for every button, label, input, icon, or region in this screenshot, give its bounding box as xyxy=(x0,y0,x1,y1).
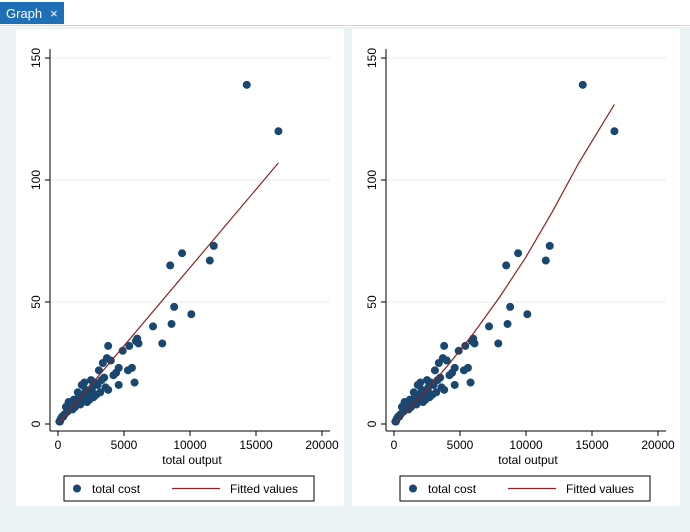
x-tick-label: 15000 xyxy=(575,438,609,452)
data-point xyxy=(187,310,196,319)
chart-panel-1: 0 50 100 150 0 5000 10000 15000 20000 total outpu… xyxy=(16,29,344,506)
data-point xyxy=(470,339,479,348)
data-point xyxy=(419,398,428,407)
data-point xyxy=(98,359,107,367)
data-point xyxy=(209,241,218,250)
tab-graph[interactable]: Graph × xyxy=(0,2,64,24)
data-point xyxy=(523,310,532,319)
data-point xyxy=(134,339,143,348)
data-point xyxy=(109,371,118,380)
tab-label: Graph xyxy=(6,5,43,21)
x-tick-label: 5000 xyxy=(447,438,474,452)
fitted-line xyxy=(57,162,279,425)
data-point xyxy=(436,373,445,382)
data-point xyxy=(100,373,109,382)
data-point xyxy=(502,261,511,270)
x-tick-label: 15000 xyxy=(239,438,273,452)
data-point xyxy=(445,371,454,380)
x-tick-label: 5000 xyxy=(111,438,138,452)
data-point xyxy=(391,417,400,426)
data-point xyxy=(442,356,451,365)
y-tick-label: 150 xyxy=(29,48,43,68)
data-point xyxy=(130,378,139,387)
data-point xyxy=(514,249,523,258)
data-point xyxy=(503,319,512,328)
data-point xyxy=(397,402,406,411)
legend-label-total-cost: total cost xyxy=(428,482,477,496)
x-tick-label: 10000 xyxy=(173,438,207,452)
x-axis-title: total output xyxy=(162,453,222,467)
data-point xyxy=(432,388,441,397)
y-tick-label: 0 xyxy=(365,420,379,427)
y-tick-label: 0 xyxy=(29,420,43,427)
data-point xyxy=(578,80,587,89)
x-tick-label: 20000 xyxy=(305,438,339,452)
data-point xyxy=(88,388,97,397)
y-tick-label: 50 xyxy=(29,295,43,309)
data-point xyxy=(166,261,175,270)
data-point xyxy=(167,319,176,328)
data-point xyxy=(178,249,187,258)
data-point xyxy=(506,302,515,311)
data-point xyxy=(114,380,123,389)
data-point xyxy=(430,366,439,375)
close-icon[interactable]: × xyxy=(50,5,58,21)
data-point xyxy=(434,359,443,367)
data-point xyxy=(541,256,550,265)
data-point xyxy=(96,388,105,397)
panel-background xyxy=(16,29,344,506)
data-point xyxy=(440,341,449,350)
data-point xyxy=(149,322,158,331)
x-tick-label: 0 xyxy=(55,438,62,452)
data-point xyxy=(205,256,214,265)
x-tick-label: 20000 xyxy=(641,438,675,452)
panel-background xyxy=(352,29,680,506)
data-point xyxy=(83,398,92,407)
data-point xyxy=(610,127,619,136)
data-point xyxy=(459,366,468,375)
data-point xyxy=(274,127,283,136)
legend-label-fitted-values: Fitted values xyxy=(230,482,298,496)
tab-bar: Graph × xyxy=(0,0,690,26)
data-point xyxy=(170,302,179,311)
chart-panel-2: 0 50 100 150 0 5000 10000 15000 20000 total outpu… xyxy=(352,29,680,506)
data-point xyxy=(461,341,470,350)
x-tick-label: 10000 xyxy=(509,438,543,452)
legend-label-fitted-values: Fitted values xyxy=(566,482,634,496)
data-point xyxy=(80,378,89,387)
data-point xyxy=(242,80,251,89)
data-point xyxy=(494,339,503,348)
data-point xyxy=(125,341,134,350)
x-axis-title: total output xyxy=(498,453,558,467)
legend-marker-symbol xyxy=(409,484,417,493)
y-tick-label: 100 xyxy=(365,170,379,190)
y-tick-label: 50 xyxy=(365,295,379,309)
data-point xyxy=(68,405,77,414)
data-point xyxy=(545,241,554,250)
data-point xyxy=(423,376,431,385)
legend-label-total-cost: total cost xyxy=(92,482,141,496)
data-point xyxy=(466,378,475,387)
fitted-line xyxy=(393,104,615,425)
data-point xyxy=(416,378,425,387)
data-point xyxy=(123,366,132,375)
data-point xyxy=(437,383,446,392)
data-point xyxy=(61,402,70,411)
data-point xyxy=(450,380,459,389)
data-point xyxy=(101,383,110,392)
x-tick-label: 0 xyxy=(391,438,398,452)
data-point xyxy=(424,388,433,397)
y-tick-label: 150 xyxy=(365,48,379,68)
data-point xyxy=(158,339,167,348)
data-point xyxy=(104,341,113,350)
legend-marker-symbol xyxy=(73,484,81,493)
data-point xyxy=(485,322,494,331)
data-point xyxy=(118,346,127,355)
y-tick-label: 100 xyxy=(29,170,43,190)
